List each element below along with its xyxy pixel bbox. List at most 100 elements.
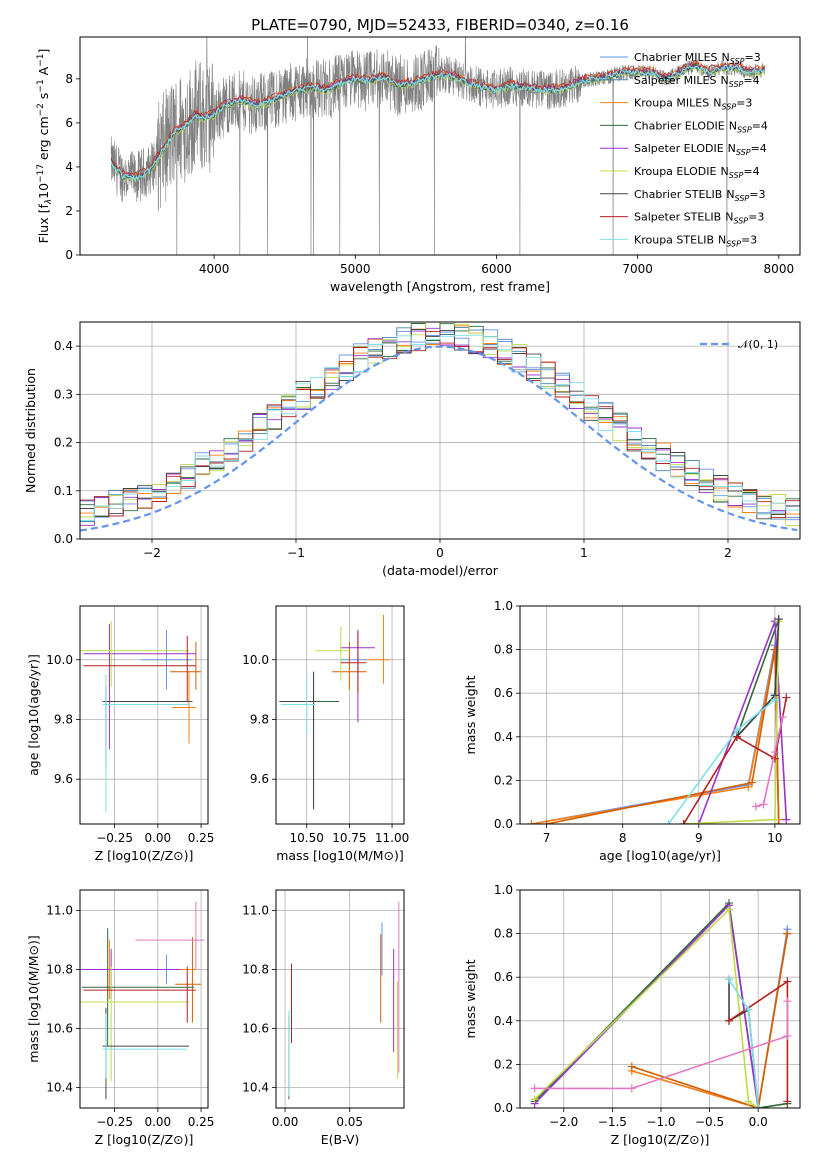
y-axis-label: Normed distribution [23,368,38,493]
x-axis-label: mass [log10(M/M⊙)] [276,848,404,863]
y-tick-label: 0.0 [494,817,513,831]
x-tick-label: −1 [287,546,305,560]
x-axis-label: age [log10(age/yr)] [599,848,721,863]
axes-frame [275,889,405,1109]
y-tick-label: 10.8 [46,963,73,977]
y-tick-label: 1.0 [494,883,513,897]
weight-line [631,933,789,1108]
y-tick-label: 4 [65,160,73,174]
plot-area [80,620,202,813]
plot-area [110,37,766,255]
weight-marker [778,713,787,722]
weight-marker [770,815,779,824]
legend-label: Salpeter ELODIE NSSP=4 [634,142,767,157]
weight-marker [725,1016,734,1025]
y-tick-label: 0.0 [54,532,73,546]
histogram-8 [80,334,800,522]
weight-marker [627,1084,636,1093]
weight-line [755,717,784,808]
weight-marker [754,1104,763,1108]
y-tick-label: 9.6 [250,772,269,786]
x-tick-label: 6000 [481,262,512,276]
x-tick-label: 11.00 [375,831,409,845]
figure-title: PLATE=0790, MJD=52433, FIBERID=0340, z=0… [251,16,629,34]
y-tick-label: 0.1 [54,484,73,498]
plot-area [527,615,791,824]
weight-marker [751,802,760,811]
weight-line [534,907,759,1108]
x-axis-label: wavelength [Angstrom, rest frame] [330,279,550,294]
x-axis-label: Z [log10(Z/Z⊙)] [611,1132,710,1147]
panel-age_vs_mass: 10.50 10.75 11.00 9.6 9.8 10.0 mass [log10(M/M… [242,605,409,863]
x-tick-label: 7 [543,831,551,845]
legend-label: 𝒩(0, 1) [738,338,778,351]
weight-line [736,618,780,738]
y-axis-label: mass [log10(M/M⊙)] [26,935,41,1063]
y-tick-label: 9.6 [54,772,73,786]
model-line-4 [110,62,766,179]
x-tick-label: 9 [695,831,703,845]
y-tick-label: 10.4 [46,1080,73,1094]
y-tick-label: 0.8 [494,927,513,941]
weight-line [534,1001,789,1090]
panel-mass_vs_z: −0.25 0.00 0.25 10.4 10.6 10.8 11.0 Z [log10(Z/… [26,889,214,1147]
weight-marker [530,1084,539,1093]
x-tick-label: 10.75 [332,831,366,845]
weight-line [728,978,759,1108]
x-tick-label: −1.0 [646,1115,675,1129]
legend-label: Salpeter STELIB NSSP=3 [634,211,764,226]
weight-marker [783,929,792,938]
y-axis-label: mass weight [463,675,478,754]
weight-marker [782,815,791,824]
axes-frame [519,889,801,1109]
axes-frame [79,605,209,825]
y-tick-label: 10.6 [242,1021,269,1035]
x-axis-label: (data-model)/error [382,563,499,578]
weight-marker [759,800,768,809]
y-tick-label: 10.0 [46,653,73,667]
panel-mass_vs_ebv: 0.00 0.05 10.4 10.6 10.8 11.0 E(B-V) [242,889,405,1147]
plot-area [279,614,391,810]
x-tick-label: 10.50 [290,831,324,845]
y-tick-label: 8 [65,72,73,86]
x-axis-label: E(B-V) [321,1132,360,1147]
y-tick-label: 0.4 [54,339,73,353]
model-line-6 [110,62,766,179]
x-tick-label: 0.00 [272,1115,299,1129]
weight-marker [679,820,688,824]
model-line-8 [110,64,765,182]
weight-line [534,903,759,1108]
weight-marker [744,1097,753,1106]
y-tick-label: 6 [65,116,73,130]
legend-label: Kroupa STELIB NSSP=3 [634,233,757,248]
weight-marker [770,695,779,704]
x-tick-label: 8 [619,831,627,845]
y-tick-label: 0 [65,248,73,262]
weight-marker [744,1005,753,1014]
y-tick-label: 0.4 [494,1014,513,1028]
weight-line [531,645,780,824]
legend-label: Kroupa ELODIE NSSP=4 [634,165,760,180]
y-tick-label: 0.6 [494,686,513,700]
y-tick-label: 0.4 [494,730,513,744]
weight-marker [725,905,734,914]
x-tick-label: 7000 [622,262,653,276]
axes-frame [519,605,801,825]
plot-area [80,901,205,1100]
weight-marker [774,615,783,624]
panel-weight_vs_z: −2.0 −1.5 −1.0 −0.5 0.0 0.0 0.2 0.4 0.6 0.8 1.0 Z [… [463,883,801,1147]
y-tick-label: 0.3 [54,387,73,401]
histogram-5 [80,322,800,526]
panel-residuals: −2 −1 0 1 2 0.0 0.1 0.2 0.3 0.4 (data-model)/error… [23,321,801,578]
weight-marker [748,778,757,787]
panel-spectrum: 4000 5000 6000 7000 8000 0 2 4 6 8 wavelength [Ang… [36,36,801,294]
y-tick-label: 10.6 [46,1021,73,1035]
x-tick-label: 8000 [764,262,795,276]
axes-frame [79,321,801,540]
plot-area [530,899,792,1108]
weight-marker [783,1032,792,1041]
x-tick-label: 4000 [199,262,230,276]
x-tick-label: −1.5 [598,1115,627,1129]
x-tick-label: 5000 [340,262,371,276]
